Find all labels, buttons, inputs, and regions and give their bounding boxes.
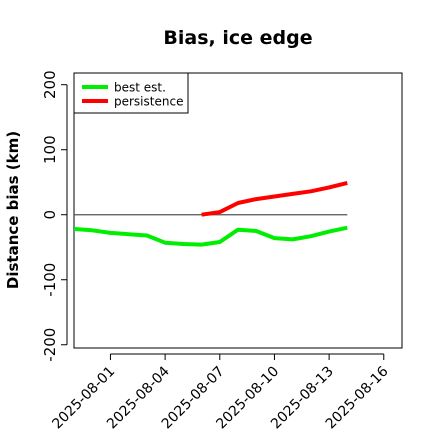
- series-layer: [73, 180, 348, 247]
- x-axis: 2025-08-012025-08-042025-08-072025-08-10…: [49, 353, 392, 432]
- legend-label-best-est: best est.: [114, 81, 166, 95]
- series-line-persistence: [201, 180, 348, 217]
- y-tick-label: 0: [41, 210, 59, 220]
- y-tick-label: 100: [41, 135, 59, 164]
- y-axis-label: Distance bias (km): [4, 131, 22, 289]
- legend: best est. persistence: [73, 72, 189, 114]
- y-tick-label: 200: [41, 70, 59, 99]
- series-line-best-est: [73, 225, 348, 247]
- y-axis: -200 -100 0 100 200: [41, 70, 68, 362]
- y-tick-label: -200: [41, 328, 59, 362]
- legend-box: [73, 72, 189, 114]
- chart-title: Bias, ice edge: [163, 27, 312, 49]
- y-tick-label: -100: [41, 263, 59, 297]
- plot-frame: [73, 72, 403, 349]
- legend-label-persistence: persistence: [114, 95, 183, 109]
